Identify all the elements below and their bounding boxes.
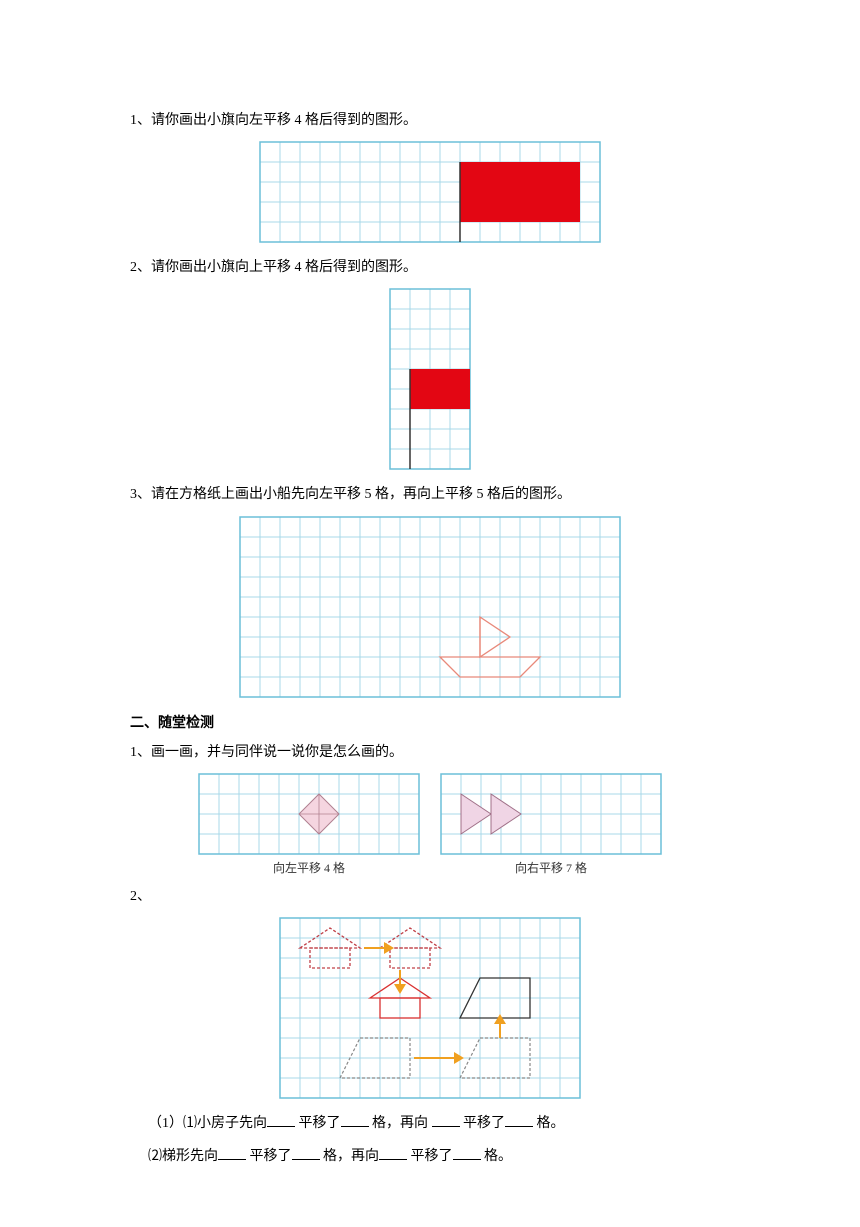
blank bbox=[505, 1112, 533, 1127]
blank bbox=[341, 1112, 369, 1127]
blank bbox=[292, 1145, 320, 1160]
q5s2-p3: 平移了 bbox=[411, 1149, 453, 1164]
q5s1-p3: 平移了 bbox=[463, 1116, 505, 1131]
worksheet-page: 1、请你画出小旗向左平移 4 格后得到的图形。 2、请你画出小旗向上平移 4 格… bbox=[0, 0, 860, 1227]
q5-sub2: ⑵梯形先向 平移了 格，再向 平移了 格。 bbox=[148, 1144, 730, 1169]
question-3-text: 3、请在方格纸上画出小船先向左平移 5 格，再向上平移 5 格后的图形。 bbox=[130, 482, 730, 507]
q2-figure bbox=[130, 288, 730, 470]
q5s1-p2: 格，再向 bbox=[372, 1116, 432, 1131]
blank bbox=[432, 1112, 460, 1127]
q5s2-p4: 格。 bbox=[484, 1149, 512, 1164]
q4b-item: 向右平移 7 格 bbox=[440, 773, 662, 876]
question-1-text: 1、请你画出小旗向左平移 4 格后得到的图形。 bbox=[130, 108, 730, 133]
q5-figure bbox=[130, 917, 730, 1099]
question-4-text: 1、画一画，并与同伴说一说你是怎么画的。 bbox=[130, 740, 730, 765]
q5s2-p1: 平移了 bbox=[250, 1149, 292, 1164]
blank bbox=[218, 1145, 246, 1160]
q4a-item: 向左平移 4 格 bbox=[198, 773, 420, 876]
q5s1-p0: （1）⑴小房子先向 bbox=[148, 1116, 267, 1131]
q4-figures: 向左平移 4 格 向右平移 7 格 bbox=[130, 773, 730, 876]
q3-figure bbox=[130, 516, 730, 698]
blank bbox=[453, 1145, 481, 1160]
q5s1-p1: 平移了 bbox=[299, 1116, 341, 1131]
question-5-text: 2、 bbox=[130, 884, 730, 909]
q5-sub1: （1）⑴小房子先向 平移了 格，再向 平移了 格。 bbox=[148, 1111, 730, 1136]
blank bbox=[267, 1112, 295, 1127]
section-2-title: 二、随堂检测 bbox=[130, 712, 730, 732]
q4a-caption: 向左平移 4 格 bbox=[198, 859, 420, 876]
blank bbox=[379, 1145, 407, 1160]
q5s1-p4: 格。 bbox=[537, 1116, 565, 1131]
q4b-caption: 向右平移 7 格 bbox=[440, 859, 662, 876]
q5s2-p2: 格，再向 bbox=[323, 1149, 379, 1164]
q1-figure bbox=[130, 141, 730, 243]
question-2-text: 2、请你画出小旗向上平移 4 格后得到的图形。 bbox=[130, 255, 730, 280]
q5s2-p0: ⑵梯形先向 bbox=[148, 1149, 218, 1164]
